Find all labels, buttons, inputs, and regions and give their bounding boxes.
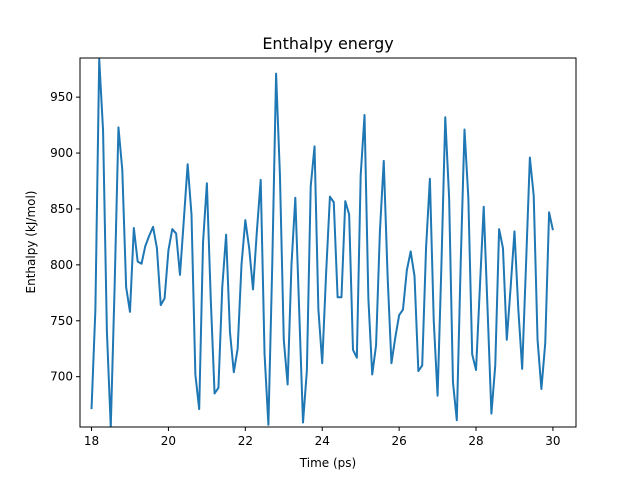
x-tick-label: 24	[315, 434, 330, 448]
x-axis-label: Time (ps)	[299, 456, 356, 470]
y-tick-label: 950	[50, 90, 73, 104]
y-tick-label: 700	[50, 370, 73, 384]
plot-frame	[79, 57, 577, 428]
y-tick-label: 750	[50, 314, 73, 328]
y-axis-label: Enthalpy (kJ/mol)	[24, 191, 38, 294]
y-tick-label: 900	[50, 146, 73, 160]
series-line-0	[90, 58, 554, 427]
x-axis-ticks: 18 20 22 24 26 28 30	[84, 427, 561, 448]
x-tick-label: 18	[84, 434, 99, 448]
y-tick-label: 850	[50, 202, 73, 216]
x-tick-label: 30	[545, 434, 560, 448]
x-tick-label: 26	[391, 434, 406, 448]
x-tick-label: 28	[468, 434, 483, 448]
plot-area	[90, 58, 554, 427]
y-tick-label: 800	[50, 258, 73, 272]
chart-title: Enthalpy energy	[262, 34, 393, 53]
x-tick-label: 22	[238, 434, 253, 448]
x-tick-label: 20	[161, 434, 176, 448]
y-axis-ticks: 700 750 800 850 900 950	[50, 90, 80, 384]
